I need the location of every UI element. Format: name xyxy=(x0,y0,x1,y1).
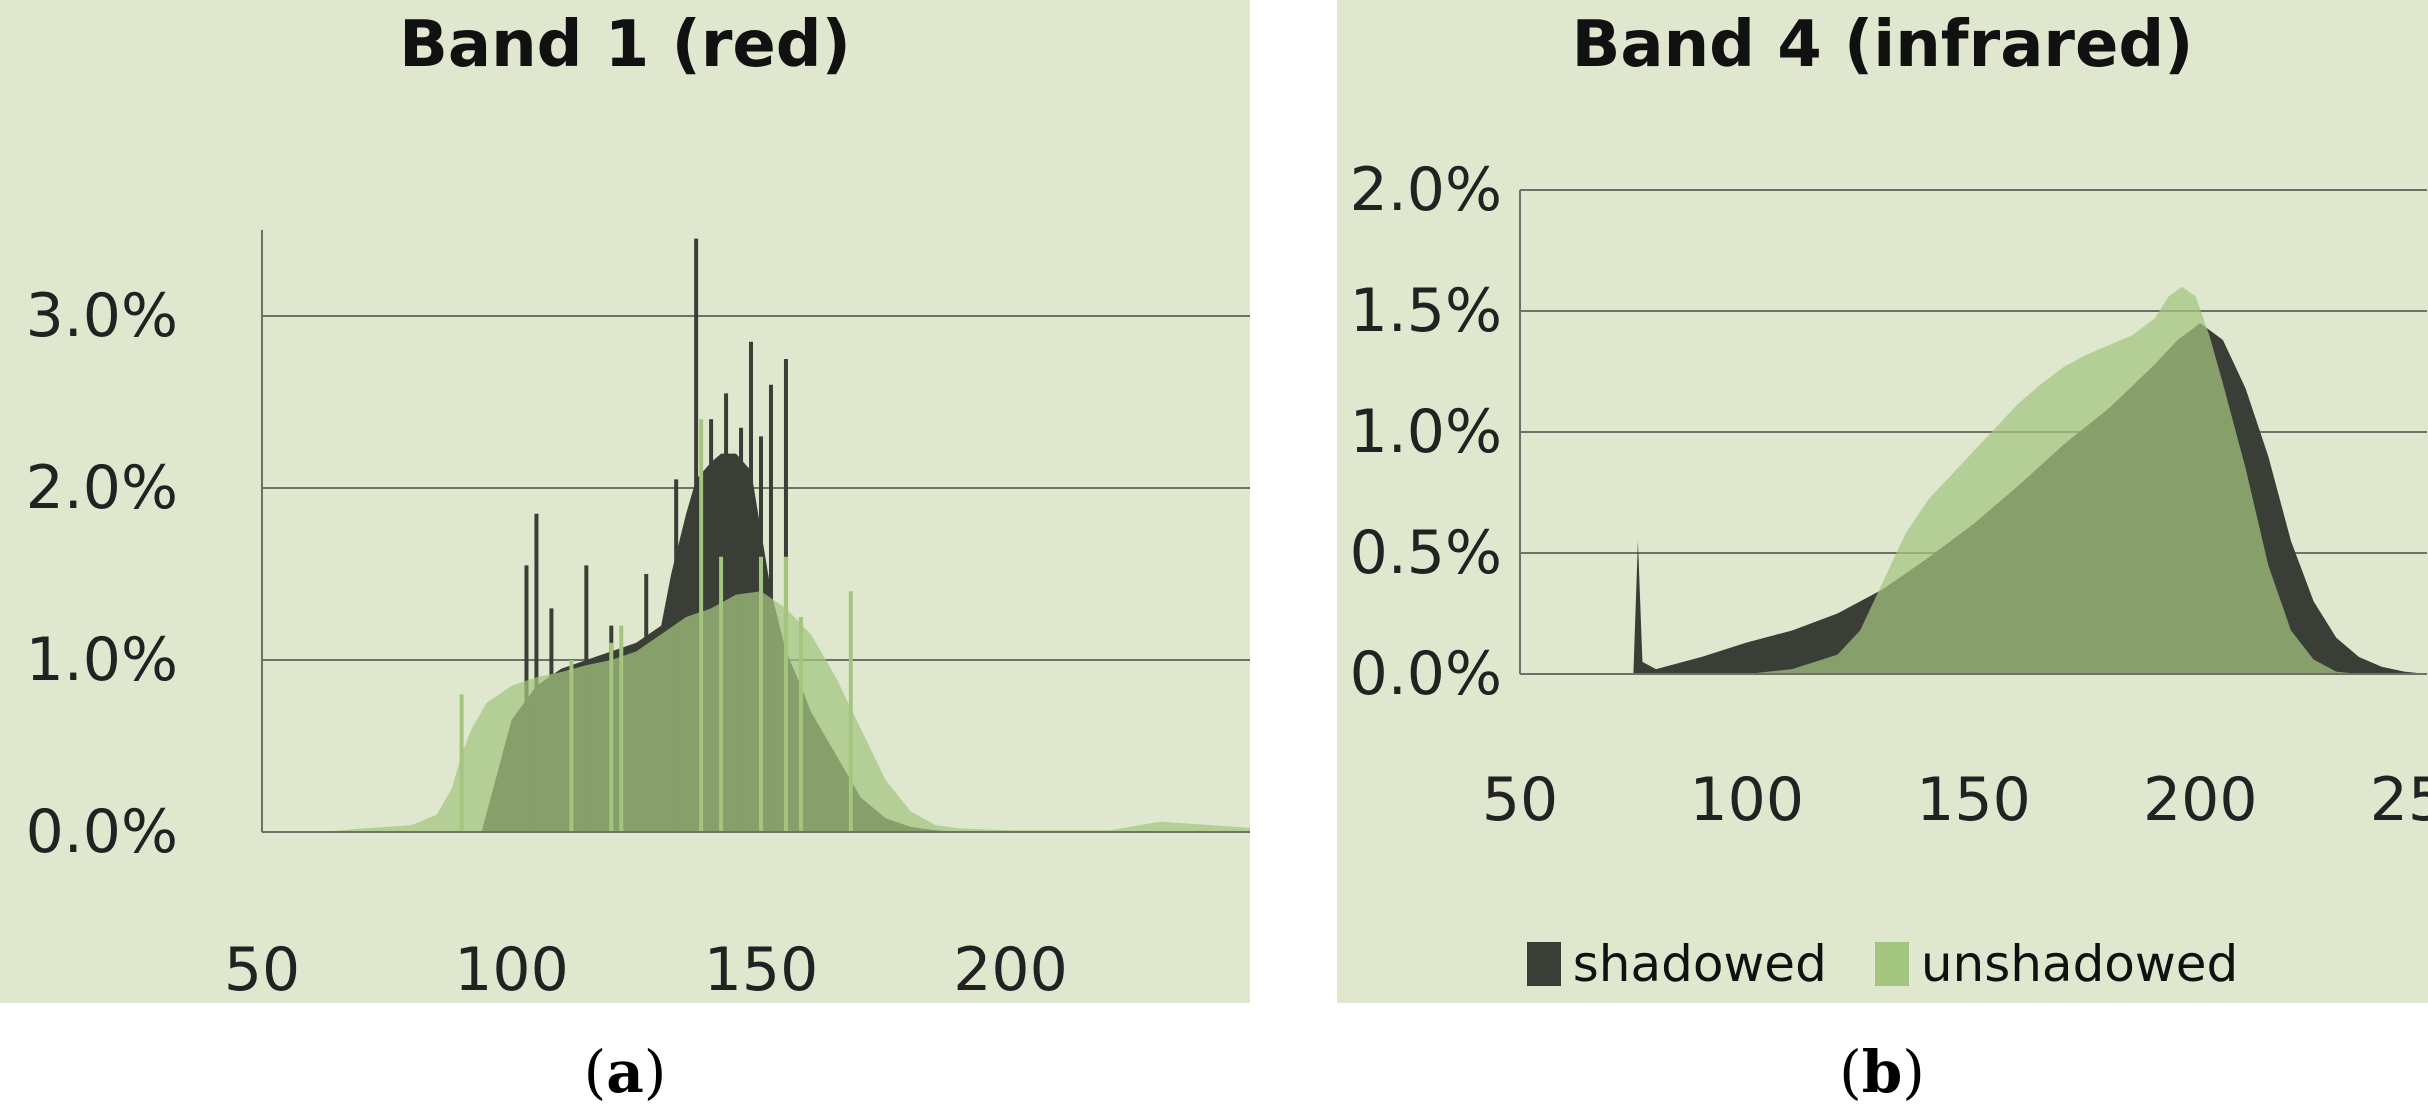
chart-title-band1: Band 1 (red) xyxy=(399,8,851,82)
chart-legend: shadowed unshadowed xyxy=(1337,935,2428,993)
chart-plot-band4: 0.0% 0.5% 1.0% 1.5% 2.0% 50 100 150 200 250 xyxy=(1350,155,2428,835)
panel-caption-b: (b) xyxy=(1839,1038,1925,1106)
band4-y-tick-label-0: 0.0% xyxy=(1350,639,1502,709)
band4-x-tick-label-1: 100 xyxy=(1689,765,1804,835)
legend-swatch-shadowed xyxy=(1526,942,1561,986)
legend-label-unshadowed: unshadowed xyxy=(1920,935,2239,993)
band4-x-tick-label-2: 150 xyxy=(1916,765,2031,835)
legend-label-shadowed: shadowed xyxy=(1572,935,1827,993)
band1-x-tick-label-2: 150 xyxy=(704,935,819,1003)
chart-plot-band1: 0.0% 1.0% 2.0% 3.0% 50 100 150 200 xyxy=(26,230,1250,1003)
band1-y-tick-label-3: 3.0% xyxy=(26,281,178,351)
band4-x-tick-label-3: 200 xyxy=(2143,765,2258,835)
legend-item-shadowed: shadowed xyxy=(1526,935,1827,993)
band4-x-tick-label-4: 250 xyxy=(2370,765,2428,835)
band4-y-tick-label-3: 1.5% xyxy=(1350,276,1502,346)
band1-x-tick-label-1: 100 xyxy=(454,935,569,1003)
band1-x-tick-label-0: 50 xyxy=(224,935,300,1003)
band1-y-tick-label-2: 2.0% xyxy=(26,453,178,523)
band4-y-tick-label-4: 2.0% xyxy=(1350,155,1502,225)
band4-x-tick-label-0: 50 xyxy=(1482,765,1558,835)
band4-area-unshadowed xyxy=(1746,286,2359,674)
legend-swatch-unshadowed xyxy=(1874,942,1909,986)
chart-title-band4: Band 4 (infrared) xyxy=(1571,8,2194,82)
band1-y-tick-label-0: 0.0% xyxy=(26,797,178,867)
band1-y-tick-label-1: 1.0% xyxy=(26,625,178,695)
chart-panel-band1: Band 1 (red) 0.0% 1.0% 2.0% 3.0% 50 100 150 200 xyxy=(0,0,1250,1003)
chart-panel-band4: Band 4 (infrared) 0.0% 0.5% 1.0% 1.5% 2.0% 50… xyxy=(1337,0,2428,1003)
legend-item-unshadowed: unshadowed xyxy=(1874,935,2239,993)
band1-x-tick-label-3: 200 xyxy=(953,935,1068,1003)
band4-y-tick-label-1: 0.5% xyxy=(1350,518,1502,588)
band4-y-tick-label-2: 1.0% xyxy=(1350,397,1502,467)
panel-caption-a: (a) xyxy=(583,1038,667,1106)
